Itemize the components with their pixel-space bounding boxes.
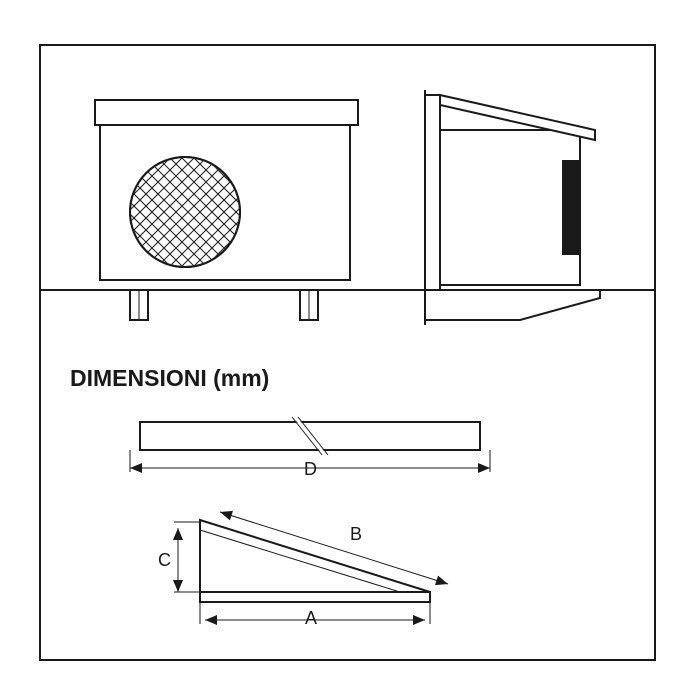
section-title: DIMENSIONI (mm): [70, 365, 269, 392]
dim-label-B: B: [350, 524, 362, 545]
diagram-svg: [0, 0, 700, 700]
diagram-stage: DIMENSIONI (mm) D A B C: [0, 0, 700, 700]
dim-label-D: D: [304, 459, 317, 480]
dim-label-A: A: [305, 608, 317, 629]
dim-label-C: C: [158, 550, 171, 571]
